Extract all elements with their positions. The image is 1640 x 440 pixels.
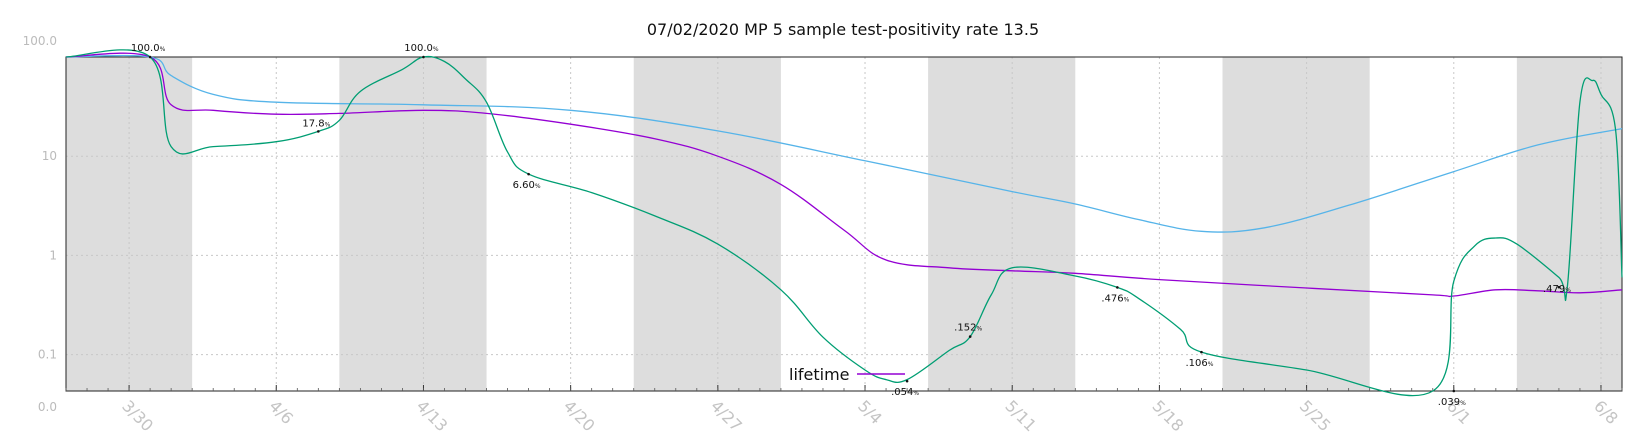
annotation-label: 17.8% — [302, 118, 330, 129]
shaded-week-3 — [633, 57, 781, 391]
annotation-point — [905, 379, 909, 383]
x-tick-label: 4/13 — [413, 396, 452, 435]
legend: lifetime — [789, 365, 905, 384]
x-tick-label: 5/18 — [1149, 396, 1188, 435]
annotation-point — [317, 130, 320, 133]
annotation-point — [1452, 389, 1456, 393]
series-line-lifetime — [65, 52, 1623, 298]
annotation-label: .479% — [1543, 284, 1571, 295]
weekend-shading — [66, 57, 1622, 391]
legend-label-lifetime: lifetime — [789, 365, 850, 384]
plot-frame — [65, 56, 1623, 392]
shaded-week-5 — [1222, 57, 1370, 391]
x-tick-label: 4/20 — [560, 396, 599, 435]
annotation-point — [1557, 285, 1561, 289]
annotation-label: 100.0% — [404, 43, 439, 54]
annotation-label: .476% — [1101, 293, 1129, 304]
x-tick-label: 3/30 — [118, 396, 157, 435]
grid-lines — [66, 56, 1622, 391]
x-tick-label: 4/27 — [707, 396, 746, 435]
annotation-label: .106% — [1185, 358, 1213, 369]
y-tick-label: 0.0 — [38, 400, 57, 414]
shaded-week-6 — [1516, 57, 1622, 391]
y-tick-label: 1 — [49, 248, 57, 262]
x-tick-label: 5/4 — [854, 396, 886, 428]
chart-title: 07/02/2020 MP 5 sample test-positivity r… — [647, 20, 1039, 39]
series-line-series-3 — [65, 54, 1623, 233]
x-tick-label: 5/25 — [1296, 396, 1335, 435]
x-tick-label: 4/6 — [265, 396, 297, 428]
x-tick-label: 5/11 — [1001, 396, 1040, 435]
annotation-label: .054% — [891, 387, 919, 398]
annotation-point — [1200, 350, 1203, 354]
annotation-point — [422, 55, 425, 59]
shaded-week-2 — [339, 57, 487, 391]
series-line-series-2 — [65, 49, 1623, 397]
x-tick-label: 6/8 — [1590, 396, 1622, 428]
annotation-label: 6.60% — [513, 180, 541, 191]
y-tick-label: 100.0 — [23, 34, 57, 48]
shaded-week-4 — [928, 57, 1076, 391]
annotation-label: .039% — [1438, 397, 1466, 408]
annotation-point — [527, 172, 530, 176]
series-lines — [65, 49, 1623, 397]
annotation-point — [148, 55, 152, 59]
annotation-point — [968, 335, 972, 338]
point-annotations: 100.0% 17.8% 100.0% 6.60% .054% .152% .476% .10… — [131, 43, 1571, 408]
annotation-label: .152% — [954, 323, 982, 334]
y-tick-label: 10 — [42, 149, 57, 163]
annotation-point — [1116, 286, 1119, 289]
annotation-label: 100.0% — [131, 43, 166, 54]
y-tick-label: 0.1 — [38, 348, 57, 362]
